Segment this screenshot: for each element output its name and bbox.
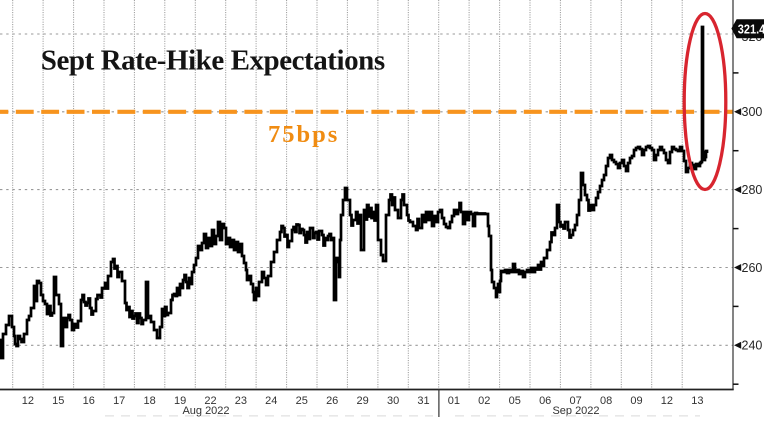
svg-text:29: 29 (356, 395, 368, 407)
svg-text:26: 26 (326, 395, 338, 407)
svg-text:24: 24 (265, 395, 277, 407)
svg-text:22: 22 (204, 395, 216, 407)
svg-text:240: 240 (742, 339, 763, 353)
svg-text:09: 09 (630, 395, 642, 407)
svg-text:31: 31 (417, 395, 429, 407)
svg-text:18: 18 (143, 395, 155, 407)
svg-text:08: 08 (600, 395, 612, 407)
svg-text:Sept Rate-Hike Expectations: Sept Rate-Hike Expectations (41, 44, 385, 76)
svg-text:12: 12 (22, 395, 34, 407)
svg-text:30: 30 (387, 395, 399, 407)
svg-text:02: 02 (478, 395, 490, 407)
svg-text:280: 280 (742, 183, 763, 197)
svg-text:300: 300 (742, 105, 763, 119)
svg-text:17: 17 (113, 395, 125, 407)
svg-text:05: 05 (509, 395, 521, 407)
svg-text:01: 01 (448, 395, 460, 407)
svg-text:Sep 2022: Sep 2022 (552, 405, 599, 417)
svg-text:12: 12 (661, 395, 673, 407)
svg-text:321.4: 321.4 (738, 22, 764, 37)
svg-text:15: 15 (52, 395, 64, 407)
svg-text:23: 23 (235, 395, 247, 407)
svg-text:25: 25 (296, 395, 308, 407)
svg-text:75bps: 75bps (268, 121, 339, 148)
svg-text:06: 06 (539, 395, 551, 407)
svg-text:16: 16 (83, 395, 95, 407)
svg-text:Aug 2022: Aug 2022 (182, 405, 229, 417)
svg-text:19: 19 (174, 395, 186, 407)
svg-text:07: 07 (569, 395, 581, 407)
svg-text:13: 13 (691, 395, 703, 407)
svg-text:260: 260 (742, 261, 763, 275)
